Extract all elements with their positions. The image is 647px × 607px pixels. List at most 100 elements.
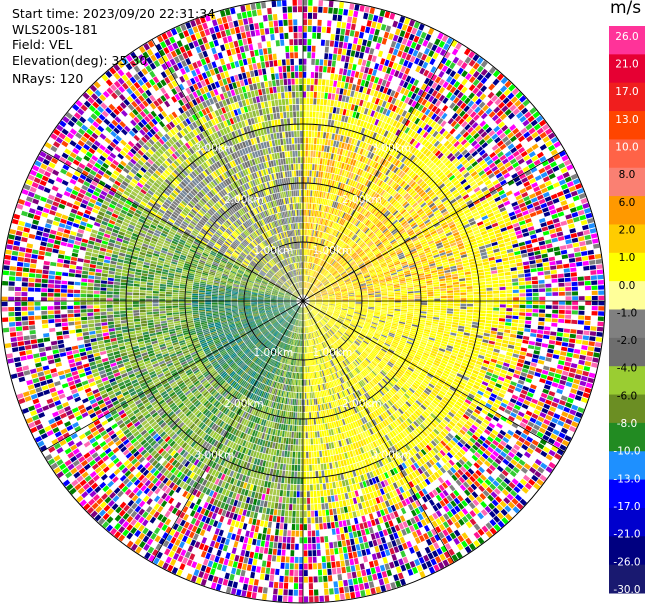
radar-gate [593,248,601,254]
radar-gate [332,87,337,94]
radar-gate [404,112,411,119]
radar-gate [307,283,310,289]
radar-gate [590,233,598,239]
radar-gate [519,297,526,301]
radar-gate [537,329,544,334]
radar-gate [312,263,315,270]
radar-gate [427,296,434,299]
radar-gate [353,139,358,146]
radar-gate [398,217,405,223]
radar-gate [308,283,312,290]
radar-gate [305,137,309,144]
radar-gate [537,267,544,272]
radar-gate [480,291,487,295]
radar-gate [427,111,434,118]
radar-gate [364,219,370,226]
radar-gate [470,330,477,335]
radar-gate [408,113,414,121]
radar-gate [422,216,429,222]
radar-gate [421,214,428,220]
radar-gate [318,275,323,281]
radar-gate [374,239,380,245]
radar-gate [458,322,465,327]
radar-gate [310,285,315,291]
radar-gate [377,120,383,127]
radar-gate [416,187,423,194]
radar-gate [558,287,565,292]
radar-gate [303,45,307,52]
radar-gate [349,241,355,247]
radar-gate [333,237,338,244]
radar-gate [369,159,374,167]
radar-gate [534,224,541,230]
radar-gate [543,234,551,240]
radar-gate [393,91,400,99]
radar-gate [497,269,504,273]
radar-gate [528,127,536,135]
radar-gate [375,84,381,92]
radar-gate [333,272,339,277]
radar-gate [590,270,597,275]
radar-gate [323,254,328,261]
radar-gate [525,281,532,285]
radar-gate [426,282,433,286]
radar-gate [339,269,345,274]
radar-gate [388,163,394,171]
radar-gate [431,105,438,113]
radar-gate [423,176,430,183]
radar-gate [467,295,474,298]
radar-gate [328,200,332,207]
radar-gate [578,385,585,392]
radar-gate [494,255,502,260]
radar-gate [464,271,471,275]
radar-gate [363,53,369,60]
radar-gate [438,110,445,118]
radar-gate [408,299,414,301]
radar-gate [378,244,384,250]
radar-gate [314,280,318,286]
radar-gate [328,0,334,8]
radar-gate [373,238,379,243]
radar-gate [371,225,377,232]
radar-gate [325,33,331,40]
radar-gate [570,232,578,239]
radar-gate [413,214,420,220]
radar-gate [413,125,420,132]
radar-gate [424,101,431,108]
radar-gate [451,148,458,155]
radar-gate [484,71,492,80]
radar-gate [441,176,448,183]
radar-gate [392,62,398,70]
radar-gate [486,301,493,304]
radar-gate [303,268,305,275]
radar-gate [343,253,349,259]
radar-gate [433,281,440,285]
radar-gate [499,311,506,315]
radar-gate [503,332,510,337]
radar-gate [552,305,559,310]
radar-gate [399,218,406,224]
radar-gate [384,184,390,191]
radar-gate [309,269,312,276]
radar-gate [560,220,568,226]
radar-gate [409,154,416,161]
radar-gate [402,201,408,207]
radar-gate [505,322,512,326]
radar-gate [481,342,488,347]
radar-gate [343,264,349,269]
radar-gate [499,314,506,319]
radar-gate [316,171,319,178]
radar-gate [335,154,339,161]
radar-gate [514,254,522,259]
radar-gate [357,38,363,45]
radar-gate [327,13,333,21]
radar-gate [440,57,448,65]
radar-gate [415,218,422,224]
radar-gate [431,89,438,97]
radar-gate [565,213,573,220]
radar-gate [438,322,446,326]
radar-gate [325,132,330,139]
radar-gate [428,162,435,169]
radar-gate [413,204,420,210]
radar-gate [558,314,565,319]
